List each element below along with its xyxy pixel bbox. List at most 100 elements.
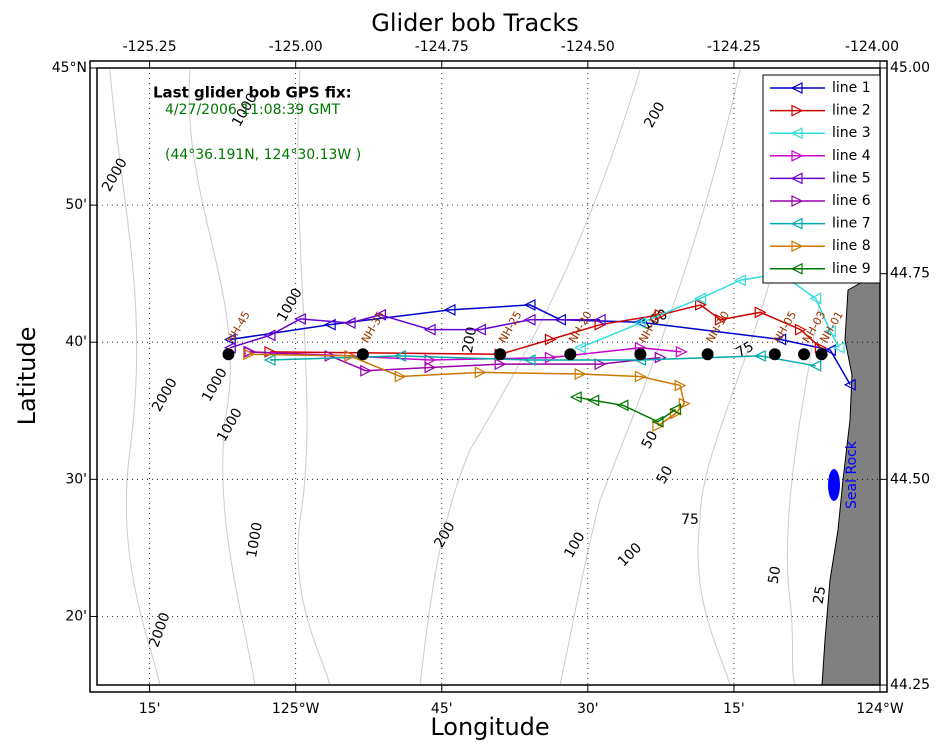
track-marker (774, 333, 787, 346)
station-label: NH-45 (224, 309, 252, 345)
legend-label: line 7 (832, 216, 871, 232)
track-line (230, 314, 601, 349)
top-tick-label: -124.50 (561, 39, 615, 55)
legend-marker (790, 127, 803, 140)
legend: line 1 line 2 line 3 line 4 line 5 line 6 line… (762, 74, 881, 284)
track-marker (523, 298, 536, 311)
top-tick-label: -124.00 (845, 39, 899, 55)
outer-frame (89, 60, 888, 693)
y-tick-label: 40' (65, 334, 87, 350)
contour-label: 200 (460, 325, 480, 354)
track-marker (669, 403, 682, 416)
x-axis-label: Longitude (430, 713, 549, 741)
legend-marker (790, 172, 803, 185)
track-marker (616, 399, 629, 412)
legend-marker (791, 149, 804, 162)
track-marker (223, 333, 236, 346)
track-marker (574, 368, 587, 381)
track-marker (424, 361, 437, 374)
top-tick-label: -125.25 (123, 39, 177, 55)
track-marker (443, 303, 456, 316)
right-tick-label: 44.50 (890, 471, 930, 487)
station (815, 348, 828, 361)
contour-label: 1000 (214, 406, 246, 445)
track-marker (823, 344, 836, 357)
track-marker (423, 323, 436, 336)
seal-rock-marker (828, 469, 840, 501)
station (564, 348, 577, 361)
track-marker (569, 391, 582, 404)
legend-label: line 8 (832, 238, 871, 254)
track-marker (360, 364, 373, 377)
fix-time: 4/27/2006 11:08:39 GMT (165, 102, 340, 118)
x-tick-label: 15' (723, 701, 745, 717)
fix-position: (44°36.191N, 124°30.13W ) (165, 147, 361, 163)
legend-marker (790, 82, 803, 94)
contour-line (697, 199, 791, 686)
track-marker (714, 313, 727, 326)
contour-line (419, 69, 641, 686)
y-tick-label: 50' (65, 197, 87, 213)
station (494, 348, 507, 361)
track-line (269, 355, 816, 367)
x-tick-label: 30' (577, 701, 599, 717)
contour-label: 100 (615, 540, 645, 570)
station (222, 348, 235, 361)
right-tick-label: 44.25 (890, 677, 930, 693)
legend-marker (791, 104, 804, 117)
contour-line (559, 69, 741, 686)
track-marker (393, 349, 406, 362)
track-marker (832, 341, 845, 354)
plot-frame (96, 67, 881, 686)
track-marker (695, 298, 707, 311)
station-label: NH-10 (704, 309, 732, 345)
track-marker (494, 358, 507, 371)
contour-label: 50 (766, 565, 785, 585)
contour-label: 1000 (199, 366, 231, 405)
fix-heading: Last glider bob GPS fix: (153, 84, 352, 102)
track-marker (394, 370, 407, 383)
legend-marker (791, 240, 804, 253)
right-tick-label: 45.00 (890, 60, 930, 76)
contour-label: 50 (654, 463, 677, 486)
legend-label: line 5 (832, 170, 871, 186)
contour-label: 2000 (146, 611, 173, 650)
contour-label: 2000 (99, 156, 131, 195)
contour-label: 75 (733, 339, 756, 362)
legend-label: line 1 (832, 80, 871, 96)
track-marker (474, 366, 487, 379)
track-marker (544, 333, 557, 346)
contour-label: 75 (681, 512, 699, 528)
legend-label: line 3 (832, 125, 871, 141)
track-marker (753, 349, 766, 362)
station (798, 348, 811, 361)
track-marker (843, 378, 856, 391)
track-marker (344, 349, 357, 362)
track-marker (587, 394, 600, 407)
track-marker (523, 313, 536, 326)
legend-label: line 6 (832, 193, 871, 209)
station (768, 348, 781, 361)
track-marker (263, 354, 276, 367)
track-marker (294, 312, 306, 325)
track-marker (734, 274, 746, 287)
legend-label: line 9 (832, 261, 871, 277)
track-marker (573, 341, 586, 354)
track-marker (634, 370, 647, 383)
contour-line (188, 69, 256, 686)
track-marker (593, 313, 606, 326)
contour-label: 2000 (149, 376, 181, 415)
x-tick-label: 15' (139, 701, 161, 717)
track-marker (594, 358, 607, 371)
y-tick-label: 30' (65, 471, 87, 487)
track-line (579, 272, 840, 349)
top-tick-label: -124.75 (415, 39, 469, 55)
contour-label: 200 (431, 519, 458, 550)
track-marker (374, 308, 386, 321)
x-tick-label: 124°W (856, 701, 904, 717)
track-line (576, 396, 676, 423)
contour-label: 25 (811, 585, 830, 605)
contours (109, 69, 821, 686)
contour-line (786, 299, 821, 686)
